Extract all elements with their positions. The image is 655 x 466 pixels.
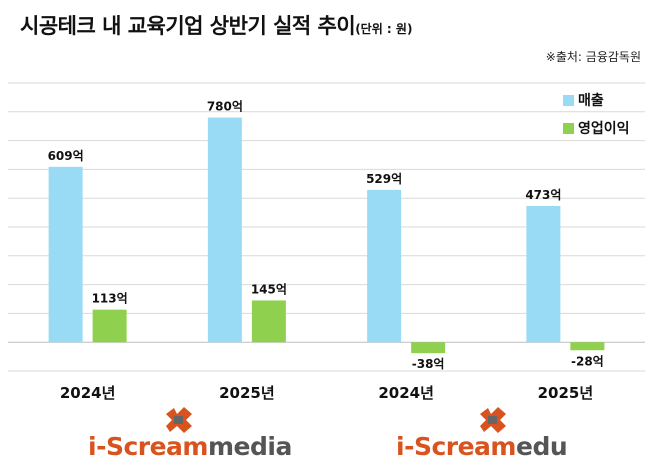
- i-scream-edu-logo-icon: [480, 407, 506, 433]
- legend-label-sales: 매출: [578, 93, 604, 109]
- title-text: 시공테크 내 교육기업 상반기 실적 추이: [20, 14, 356, 38]
- bar-chart: 2024년 609억 113억 2025년 780억 145억 2024년 529억 -38억 2…: [8, 82, 645, 402]
- bar-operating-profit: [411, 342, 446, 354]
- bar-operating-profit: [570, 342, 605, 351]
- logo-suffix: media: [207, 432, 292, 461]
- data-label: 529억: [366, 172, 402, 186]
- logo-prefix: i-Scream: [88, 432, 208, 461]
- x-tick-label: 2024년: [60, 384, 116, 402]
- i-scream-media-wordmark: i-Screammedia: [88, 432, 292, 461]
- legend-swatch-operating-profit: [563, 122, 574, 134]
- x-tick-label: 2024년: [378, 384, 434, 402]
- source-note: ※출처: 금융감독원: [545, 50, 641, 64]
- bar-operating-profit: [92, 309, 127, 343]
- i-scream-edu-wordmark: i-Screamedu: [396, 432, 568, 461]
- data-label: 473억: [525, 188, 561, 202]
- x-tick-label: 2025년: [219, 384, 275, 402]
- legend: 매출 영업이익: [563, 86, 630, 142]
- i-scream-media-logo-icon: [166, 407, 192, 433]
- x-tick-label: 2025년: [538, 384, 594, 402]
- data-label: 780억: [207, 100, 243, 114]
- logo-suffix: edu: [515, 432, 568, 461]
- bar-sales: [48, 166, 83, 343]
- legend-item-operating-profit: 영업이익: [563, 114, 630, 142]
- logo-prefix: i-Scream: [396, 432, 516, 461]
- data-label: 145억: [251, 282, 287, 296]
- data-label: -38억: [412, 357, 445, 371]
- legend-label-operating-profit: 영업이익: [578, 121, 630, 137]
- bar-operating-profit: [251, 300, 286, 343]
- legend-item-sales: 매출: [563, 86, 630, 114]
- data-label: -28억: [571, 354, 604, 368]
- chart-title: 시공테크 내 교육기업 상반기 실적 추이(단위 : 원): [20, 10, 412, 40]
- data-label: 113억: [92, 292, 128, 306]
- bar-sales: [207, 117, 242, 343]
- data-label: 609억: [48, 149, 84, 163]
- unit-label: (단위 : 원): [355, 22, 413, 36]
- bar-sales: [367, 189, 402, 343]
- logo-i-scream-media: i-Screammedia: [88, 406, 292, 462]
- bar-sales: [526, 205, 561, 343]
- legend-swatch-sales: [563, 94, 574, 106]
- logo-i-scream-edu: i-Screamedu: [396, 406, 568, 462]
